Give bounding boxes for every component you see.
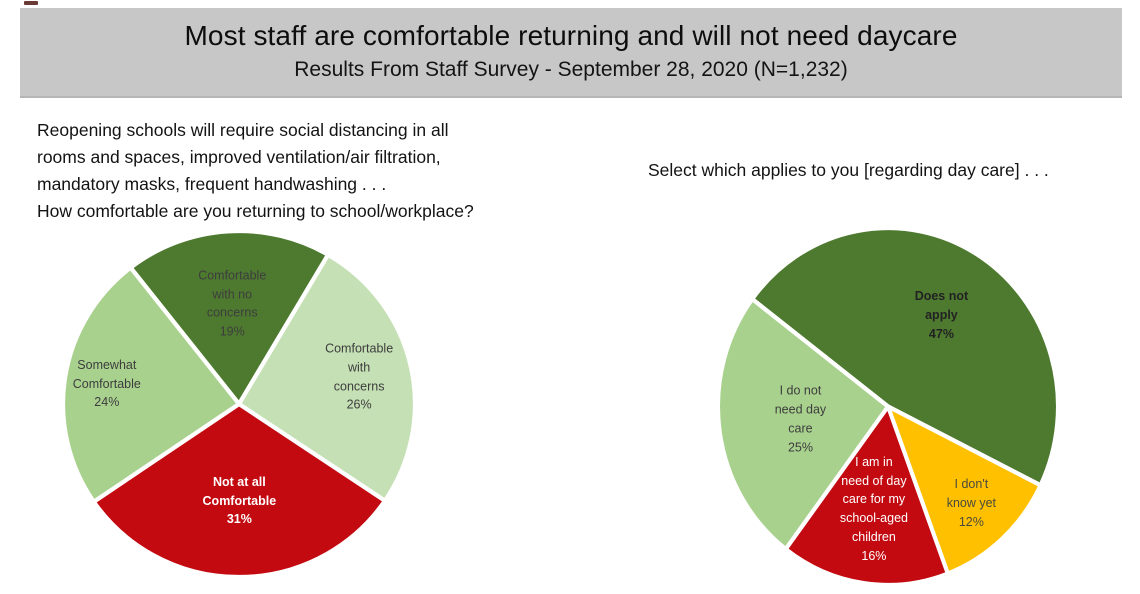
top-edge-artifact bbox=[24, 1, 38, 5]
pie-slice-comfortable-with-no-concerns bbox=[128, 231, 331, 407]
pie-slice-label-i-do-not-need-day-care: I do not need day care 25% bbox=[775, 382, 826, 457]
pie-label-line: 26% bbox=[346, 397, 372, 412]
pie-slice-label-comfortable-with-concerns: Comfortable with concerns 26% bbox=[325, 340, 393, 415]
right-question-text: Select which applies to you [regarding d… bbox=[648, 160, 1049, 180]
pie-label-line: with no bbox=[212, 287, 253, 302]
pie-label-line: apply bbox=[925, 307, 958, 322]
pie-svg bbox=[63, 231, 415, 577]
pie-slice-i-do-not-need-day-care bbox=[718, 296, 891, 552]
pie-label-line: Not at all bbox=[212, 474, 266, 489]
pie-slice-label-i-don-t-know-yet: I don't know yet 12% bbox=[947, 475, 996, 531]
pie-label-line: children bbox=[852, 529, 896, 544]
pie-label-line: concerns bbox=[206, 305, 258, 320]
pie-slice-label-somewhat-comfortable: Somewhat Comfortable 24% bbox=[73, 356, 141, 412]
pie-label-line: with bbox=[348, 360, 371, 375]
daycare-pie-chart: Does not apply 47% I don't know yet 12% I am i… bbox=[718, 228, 1058, 585]
header-band: Most staff are comfortable returning and… bbox=[20, 8, 1122, 98]
pie-label-line: Comfortable bbox=[325, 341, 394, 356]
pie-label-line: Comfortable bbox=[72, 376, 141, 391]
pie-label-line: Somewhat bbox=[77, 357, 137, 372]
pie-slice-i-don-t-know-yet bbox=[885, 404, 1043, 576]
pie-label-line: Does not bbox=[914, 289, 969, 304]
pie-slice-somewhat-comfortable bbox=[63, 265, 242, 504]
slide-title: Most staff are comfortable returning and… bbox=[184, 20, 958, 51]
pie-label-line: I don't bbox=[954, 476, 989, 491]
pie-label-line: need of day bbox=[841, 473, 907, 488]
pie-label-line: Comfortable bbox=[198, 268, 267, 283]
pie-label-line: care bbox=[788, 421, 813, 436]
pie-label-line: 25% bbox=[787, 440, 813, 455]
pie-label-line: concerns bbox=[333, 379, 385, 394]
pie-label-line: 16% bbox=[861, 548, 887, 563]
pie-label-line: 47% bbox=[928, 326, 954, 341]
pie-label-line: care for my bbox=[842, 492, 906, 507]
pie-slice-label-does-not-apply: Does not apply 47% bbox=[915, 287, 968, 343]
comfort-pie-chart: Comfortable with no concerns 19% Comfortable… bbox=[63, 231, 415, 577]
pie-slice-not-at-all-comfortable bbox=[91, 401, 388, 577]
slide-subtitle: Results From Staff Survey - September 28… bbox=[294, 57, 848, 81]
pie-slice-label-i-am-in-need-of-day-care-for-my-school-aged-children: I am in need of day care for my school-aged… bbox=[840, 453, 908, 566]
pie-slice-i-am-in-need-of-day-care-for-my-school-aged-children bbox=[783, 404, 950, 585]
pie-label-line: need day bbox=[774, 402, 827, 417]
pie-label-line: I do not bbox=[779, 383, 822, 398]
pie-label-line: 12% bbox=[958, 514, 984, 529]
pie-label-line: school-aged bbox=[839, 510, 908, 525]
pie-label-line: 31% bbox=[226, 512, 252, 527]
pie-slice-does-not-apply bbox=[750, 228, 1058, 488]
left-question-text: Reopening schools will require social di… bbox=[37, 120, 474, 221]
pie-slice-label-not-at-all-comfortable: Not at all Comfortable 31% bbox=[203, 473, 277, 529]
pie-label-line: Comfortable bbox=[202, 493, 277, 508]
pie-label-line: I am in bbox=[855, 454, 893, 469]
pie-label-line: know yet bbox=[946, 495, 997, 510]
pie-slice-label-comfortable-with-no-concerns: Comfortable with no concerns 19% bbox=[198, 266, 266, 341]
pie-label-line: 19% bbox=[219, 324, 245, 339]
pie-svg bbox=[718, 228, 1058, 585]
pie-slice-comfortable-with-concerns bbox=[236, 252, 415, 503]
pie-label-line: 24% bbox=[94, 395, 120, 410]
